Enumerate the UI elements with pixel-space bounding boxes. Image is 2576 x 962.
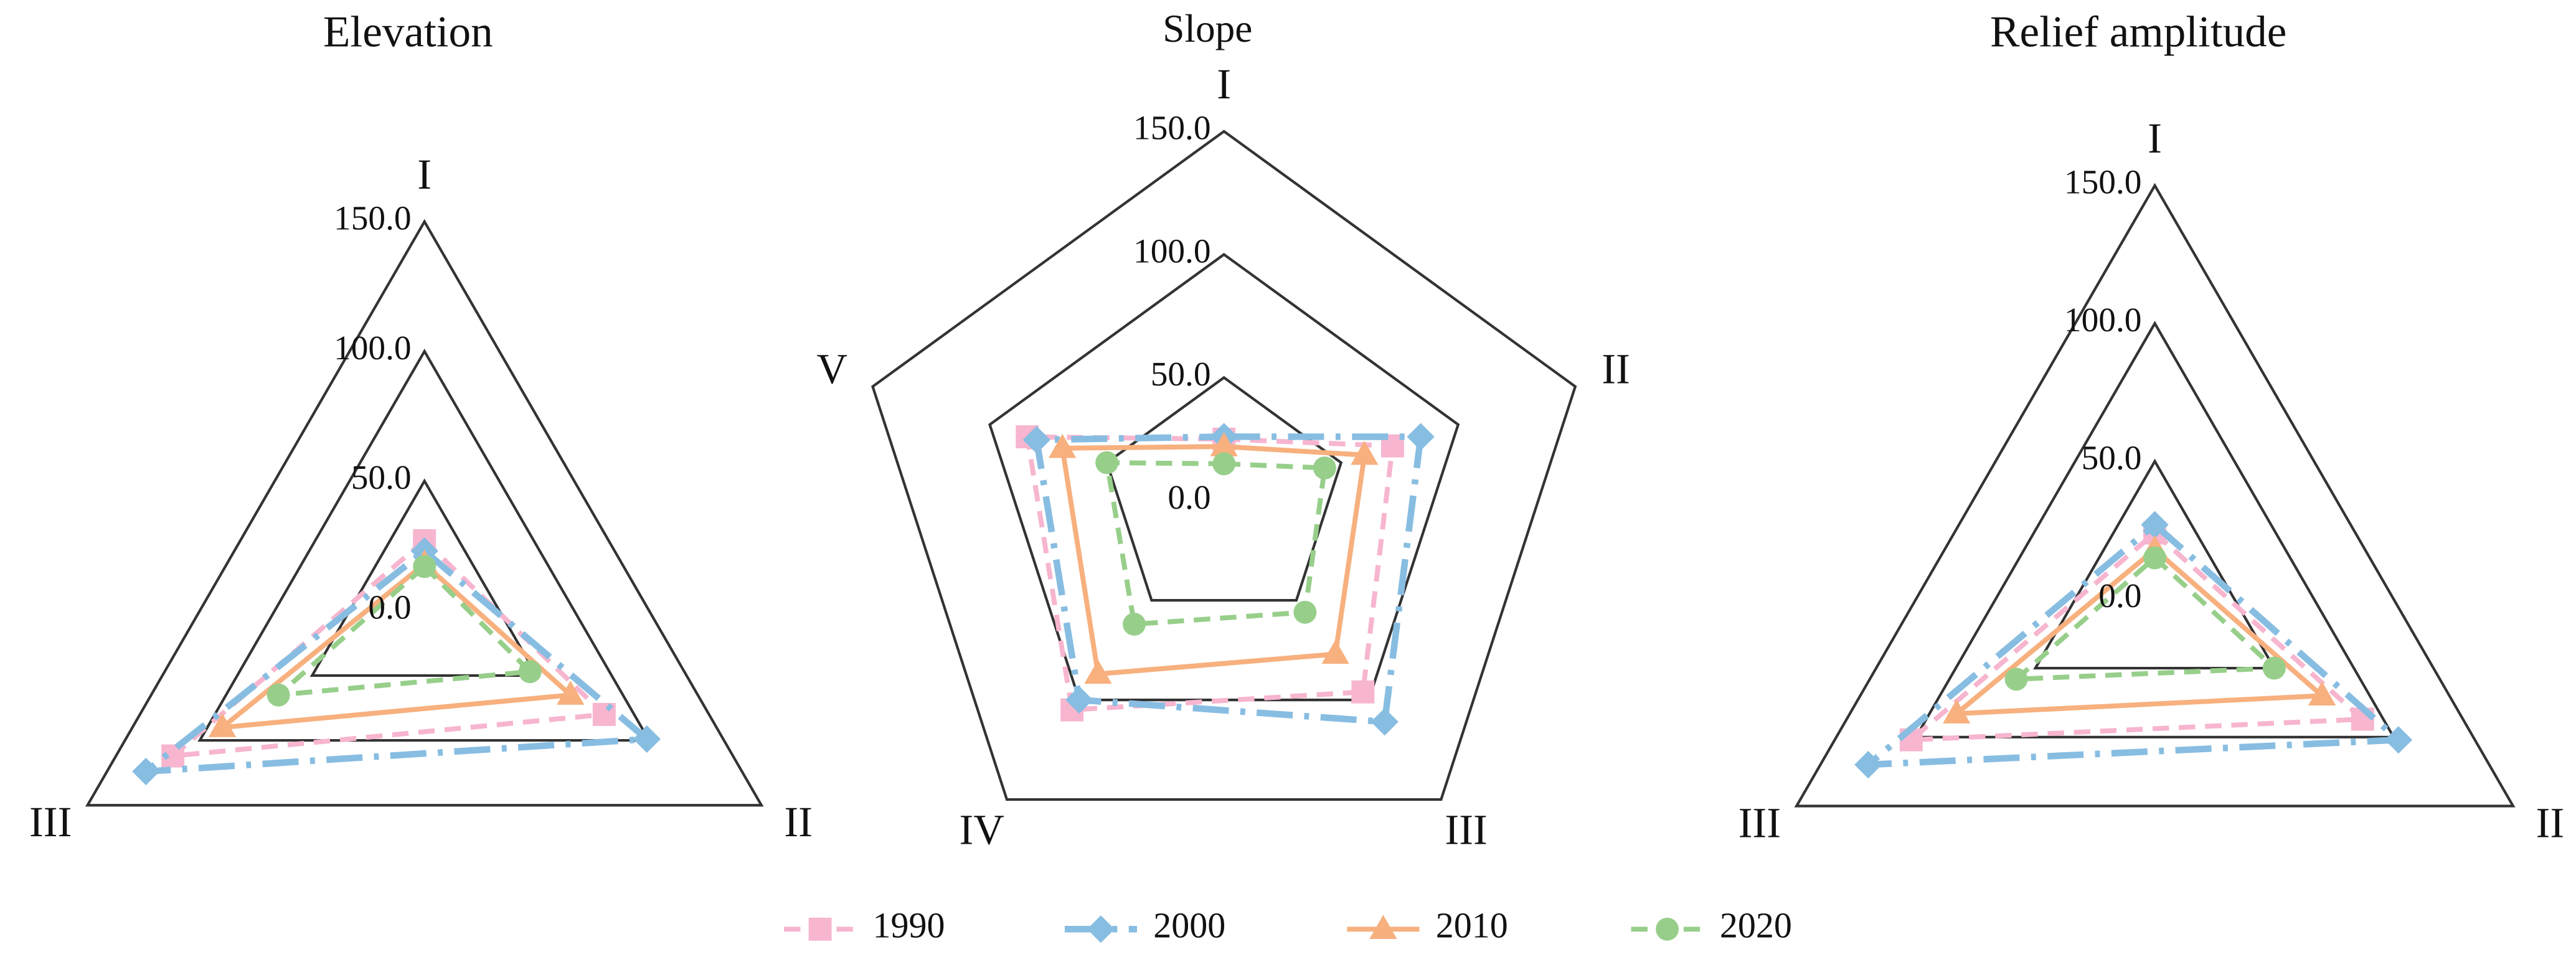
series-line: [1954, 547, 2325, 717]
data-point: [1210, 432, 1238, 456]
data-point: [2141, 511, 2169, 539]
data-point: [1313, 456, 1336, 480]
grid-ring: [309, 478, 539, 677]
axis-label: III: [29, 798, 72, 846]
legend-marker: [808, 917, 832, 941]
legend-marker: [1656, 917, 1679, 941]
series-line: [1908, 531, 2366, 743]
legend-label: 2010: [1436, 905, 1508, 946]
legend-label: 1990: [872, 905, 945, 946]
data-point: [1943, 699, 1971, 724]
grid-ring: [1105, 375, 1343, 602]
chart-title: Elevation: [323, 7, 493, 56]
r-tick-label: 0.0: [368, 588, 411, 626]
data-point: [633, 725, 661, 753]
axis-label: III: [1445, 806, 1487, 853]
grid-ring: [197, 348, 652, 742]
grid-ring: [2033, 458, 2277, 670]
data-point: [1407, 423, 1435, 451]
axis-label: IV: [960, 806, 1004, 853]
data-point: [1022, 426, 1050, 454]
grid-ring: [85, 219, 764, 807]
data-point: [2384, 726, 2412, 754]
axis-label: I: [2148, 115, 2162, 162]
legend-marker: [1087, 915, 1115, 943]
axis-label: II: [1602, 345, 1630, 392]
data-point: [1293, 600, 1317, 624]
r-tick-label: 100.0: [2064, 301, 2142, 339]
data-point: [2262, 656, 2286, 680]
series-line: [143, 547, 651, 775]
series-line: [1033, 433, 1424, 725]
r-tick-label: 150.0: [334, 199, 412, 237]
r-tick-label: 50.0: [1151, 355, 1211, 393]
axis-label: I: [417, 151, 432, 198]
r-tick-label: 150.0: [2064, 163, 2142, 201]
r-tick-label: 0.0: [1168, 478, 1210, 516]
data-point: [267, 683, 290, 707]
r-tick-label: 100.0: [1133, 232, 1211, 270]
data-point: [518, 660, 542, 684]
axis-label: II: [2536, 799, 2565, 847]
series-line: [2014, 555, 2277, 682]
data-point: [1123, 613, 1146, 636]
data-point: [1321, 639, 1349, 664]
data-point: [1095, 451, 1119, 474]
data-point: [1351, 440, 1379, 465]
series-line: [1060, 444, 1367, 677]
grid-ring: [988, 253, 1460, 702]
data-point: [2143, 546, 2167, 570]
series-line: [276, 564, 533, 698]
r-tick-label: 150.0: [1133, 109, 1211, 147]
r-tick-label: 0.0: [2098, 577, 2141, 615]
series-line: [1864, 521, 2402, 768]
chart-title: Slope: [1163, 7, 1252, 50]
axis-label: V: [817, 345, 848, 392]
grid-ring: [871, 130, 1577, 801]
chart-title: Relief amplitude: [1990, 7, 2286, 56]
axis-label: II: [784, 798, 813, 846]
data-point: [1854, 750, 1882, 779]
data-point: [2308, 681, 2336, 706]
r-tick-label: 100.0: [334, 329, 412, 367]
data-point: [2004, 667, 2028, 691]
legend-label: 2020: [1720, 905, 1792, 946]
series-line: [220, 561, 573, 730]
legend-label: 2000: [1153, 905, 1225, 946]
data-point: [557, 681, 585, 705]
grid-ring: [1913, 321, 2396, 738]
data-point: [1084, 659, 1112, 684]
r-tick-label: 50.0: [351, 458, 412, 496]
data-point: [1212, 452, 1236, 476]
legend-marker: [1369, 915, 1397, 939]
data-point: [208, 713, 237, 737]
data-point: [1371, 708, 1399, 736]
axis-label: I: [1217, 60, 1231, 108]
data-point: [1049, 433, 1077, 458]
data-point: [1351, 680, 1375, 704]
data-point: [132, 757, 160, 786]
axis-label: III: [1739, 799, 1781, 847]
data-point: [413, 555, 436, 578]
grid-ring: [1794, 182, 2516, 808]
r-tick-label: 50.0: [2082, 439, 2142, 477]
series-line: [1104, 460, 1328, 627]
